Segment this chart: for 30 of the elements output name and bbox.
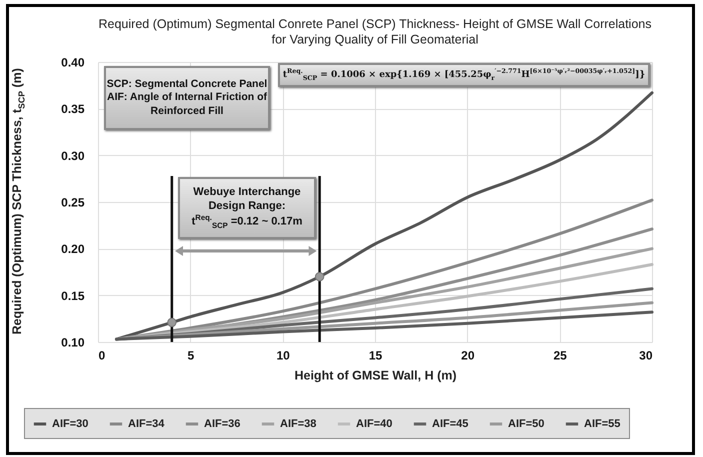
- text: t$^{Req.}$$_{SCP}$ = 0.1006 × exp{1.169 × [455.25φ$_{r}$$^{′−2.771}$H$^{[6×10⁻⁵φ′ᵣ²−00035φ′ᵣ+1.052]}$]}: [282, 68, 646, 82]
- chart-subtitle: for Varying Quality of Fill Geomaterial: [272, 32, 478, 46]
- x-tick-label: 30: [639, 348, 653, 362]
- legend-label: AIF=45: [432, 418, 468, 430]
- annotation: t$^{Req.}$$_{SCP}$ =0.12 ~ 0.17m: [190, 213, 304, 232]
- annotation: AIF: Angle of Internal Friction of Reinforced Fill: [106, 91, 268, 118]
- x-axis-title: Height of GMSE Wall, H (m): [294, 368, 457, 382]
- x-tick-label: 25: [553, 348, 568, 362]
- x-tick-label: 15: [368, 348, 382, 362]
- chart-title: Required (Optimum) Segmental Conrete Panel (SCP) Thickness- Height of GMSE Wall Correlations: [98, 17, 652, 31]
- legend-label: AIF=38: [280, 418, 316, 430]
- y-tick-label: 0.20: [61, 242, 85, 256]
- legend-label: AIF=40: [356, 418, 392, 430]
- legend-label: AIF=50: [508, 418, 544, 430]
- legend-label: AIF=55: [584, 418, 620, 430]
- y-tick-label: 0.30: [61, 148, 85, 163]
- x-tick-label: 20: [461, 348, 475, 362]
- legend-label: AIF=30: [52, 418, 88, 430]
- legend-label: AIF=36: [204, 418, 240, 430]
- x-tick-label: 0: [98, 348, 106, 362]
- annotation: Webuye Interchange Design Range:: [192, 184, 302, 214]
- legend-label: AIF=34: [128, 418, 166, 430]
- annotation: SCP: Segmental Concrete Panel: [106, 78, 268, 92]
- x-tick-label: 10: [276, 348, 290, 362]
- y-tick-label: 0.35: [61, 102, 85, 116]
- y-tick-label: 0.25: [61, 196, 85, 210]
- y-tick-label: 0.15: [61, 288, 85, 303]
- x-tick-label: 5: [187, 348, 194, 362]
- y-tick-label: 0.10: [61, 336, 85, 350]
- y-tick-label: 0.40: [61, 56, 85, 70]
